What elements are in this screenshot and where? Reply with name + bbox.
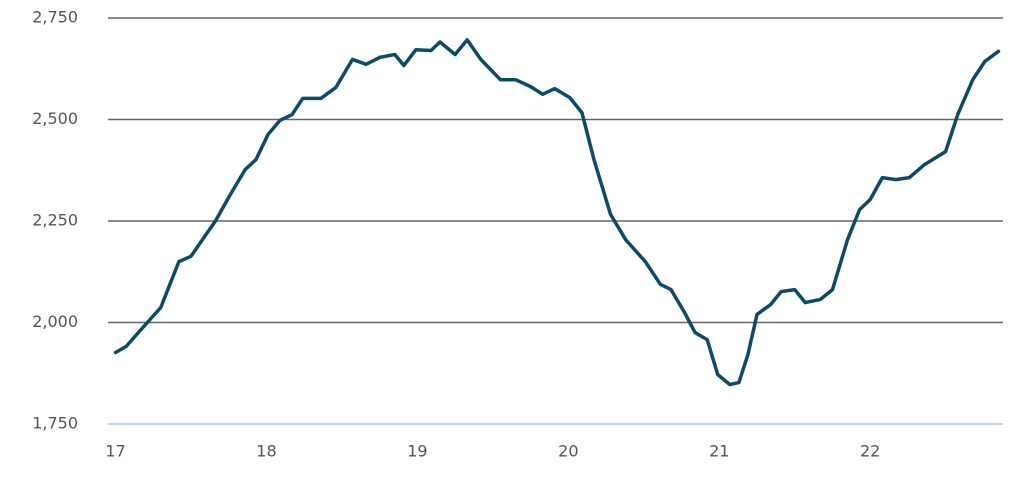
y-tick-label: 2,250 xyxy=(32,211,78,230)
x-tick-label: 18 xyxy=(256,442,276,461)
x-tick-label: 17 xyxy=(105,442,125,461)
x-tick-label: 22 xyxy=(860,442,880,461)
x-tick-label: 19 xyxy=(407,442,427,461)
y-tick-label: 2,500 xyxy=(32,109,78,128)
data-line xyxy=(113,38,1001,387)
y-tick-label: 2,000 xyxy=(32,312,78,331)
y-tick-label: 1,750 xyxy=(32,414,78,433)
x-tick-label: 20 xyxy=(558,442,578,461)
x-tick-label: 21 xyxy=(709,442,729,461)
y-tick-label: 2,750 xyxy=(32,8,78,27)
